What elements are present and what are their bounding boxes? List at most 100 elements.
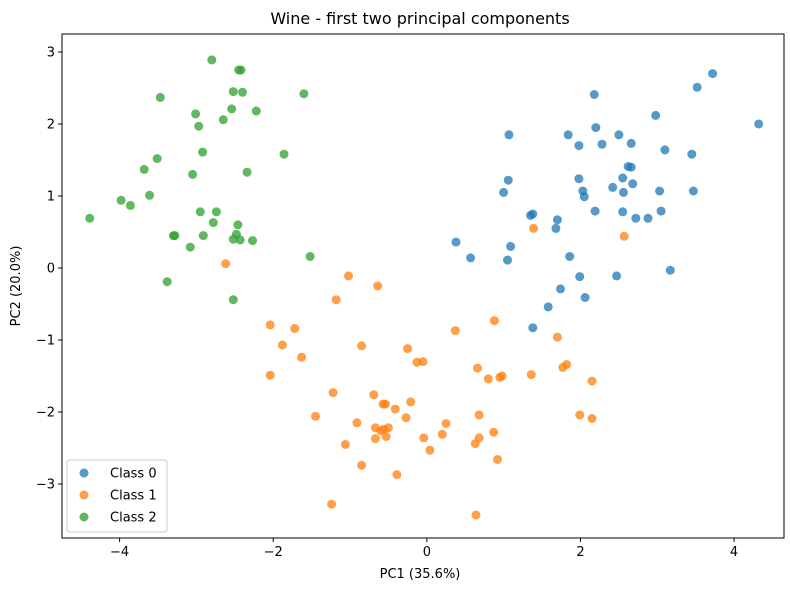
x-tick-label-3: 2 (576, 545, 584, 560)
point-class-1-12 (357, 341, 367, 351)
point-class-0-19 (628, 179, 638, 189)
point-class-0-6 (563, 130, 573, 140)
point-class-0-20 (608, 182, 618, 192)
point-class-2-33 (185, 242, 195, 252)
point-class-2-0 (207, 55, 217, 65)
point-class-1-5 (331, 295, 341, 305)
point-class-0-37 (506, 241, 516, 251)
legend-label-2: Class 2 (110, 511, 157, 526)
point-class-2-13 (279, 149, 289, 159)
point-class-2-25 (233, 220, 243, 230)
point-class-1-38 (441, 419, 451, 428)
point-class-2-30 (228, 234, 238, 244)
point-class-0-45 (580, 293, 590, 302)
legend-label-1: Class 1 (110, 489, 157, 504)
point-class-0-14 (626, 162, 636, 172)
point-class-1-19 (473, 363, 482, 373)
point-class-0-36 (451, 237, 461, 247)
point-class-2-11 (194, 121, 204, 131)
point-class-1-53 (357, 460, 367, 470)
point-class-0-33 (643, 213, 653, 223)
y-tick-label-3: 0 (47, 262, 55, 277)
point-class-1-7 (290, 324, 300, 333)
point-class-0-44 (556, 284, 565, 294)
point-class-2-27 (170, 231, 180, 241)
point-class-1-56 (471, 510, 481, 520)
point-class-1-51 (425, 445, 435, 455)
point-class-0-17 (618, 173, 628, 183)
point-class-1-41 (383, 423, 393, 433)
point-class-2-20 (125, 200, 135, 210)
point-class-0-38 (466, 253, 476, 263)
point-class-2-36 (228, 295, 238, 305)
point-class-1-45 (419, 433, 429, 443)
point-class-1-50 (470, 439, 480, 449)
point-class-0-22 (619, 187, 628, 197)
point-class-2-10 (218, 115, 228, 125)
point-class-1-52 (493, 455, 502, 464)
point-class-0-4 (651, 110, 661, 120)
y-tick-label-0: −3 (36, 478, 55, 493)
point-class-1-35 (587, 414, 597, 423)
point-class-1-16 (418, 357, 428, 367)
y-tick-label-6: 3 (47, 46, 55, 61)
point-class-1-2 (221, 259, 231, 269)
point-class-1-25 (587, 376, 597, 386)
point-class-1-10 (552, 332, 562, 342)
point-class-0-32 (631, 213, 641, 223)
point-class-1-47 (370, 434, 380, 444)
point-class-1-42 (376, 426, 386, 436)
point-class-2-6 (155, 92, 165, 102)
point-class-2-17 (188, 169, 198, 179)
point-class-0-26 (579, 192, 589, 202)
point-class-0-5 (591, 123, 601, 133)
point-class-1-0 (529, 223, 539, 233)
point-class-1-13 (403, 344, 413, 354)
point-class-2-21 (195, 207, 205, 217)
legend-marker-2 (79, 512, 89, 522)
x-tick-label-2: 0 (423, 545, 431, 560)
legend-marker-0 (79, 468, 89, 478)
point-class-1-54 (392, 470, 402, 480)
legend: Class 0 Class 1 Class 2 (66, 459, 168, 533)
point-class-0-18 (503, 175, 513, 185)
plot-frame (61, 33, 785, 539)
x-tick-label-4: 4 (730, 545, 738, 560)
point-class-1-36 (401, 413, 411, 423)
point-class-2-16 (242, 167, 252, 177)
point-class-0-28 (656, 206, 666, 216)
point-class-2-4 (228, 87, 238, 97)
point-class-2-19 (116, 195, 126, 205)
point-class-0-29 (618, 207, 628, 217)
legend-box (66, 459, 168, 533)
point-class-1-6 (265, 320, 275, 330)
point-class-1-3 (344, 271, 353, 281)
point-class-1-18 (558, 362, 568, 372)
point-class-2-8 (251, 106, 261, 116)
point-class-0-41 (665, 265, 675, 275)
point-class-2-31 (235, 235, 245, 245)
y-tick-label-4: 1 (47, 190, 55, 205)
point-class-0-0 (708, 69, 718, 79)
y-axis-label: PC2 (20.0%) (9, 246, 24, 327)
point-class-1-28 (406, 397, 416, 407)
point-class-0-2 (754, 119, 764, 129)
point-class-1-4 (373, 281, 383, 291)
points-layer (85, 55, 764, 520)
point-class-1-30 (378, 399, 388, 409)
point-class-0-47 (528, 323, 538, 333)
point-class-1-26 (328, 388, 338, 398)
point-class-2-14 (152, 154, 162, 164)
point-class-0-34 (552, 215, 562, 225)
point-class-1-49 (340, 439, 350, 449)
point-class-2-35 (162, 277, 172, 287)
point-class-0-10 (574, 141, 584, 151)
point-class-1-9 (450, 326, 460, 336)
point-class-1-27 (369, 390, 379, 400)
point-class-1-31 (390, 404, 400, 414)
legend-label-0: Class 0 (110, 467, 157, 482)
point-class-0-27 (590, 206, 600, 216)
ticks-layer: −4 −2 0 2 4 −3 −2 −1 0 1 2 3 (36, 46, 738, 561)
point-class-2-7 (227, 104, 237, 114)
